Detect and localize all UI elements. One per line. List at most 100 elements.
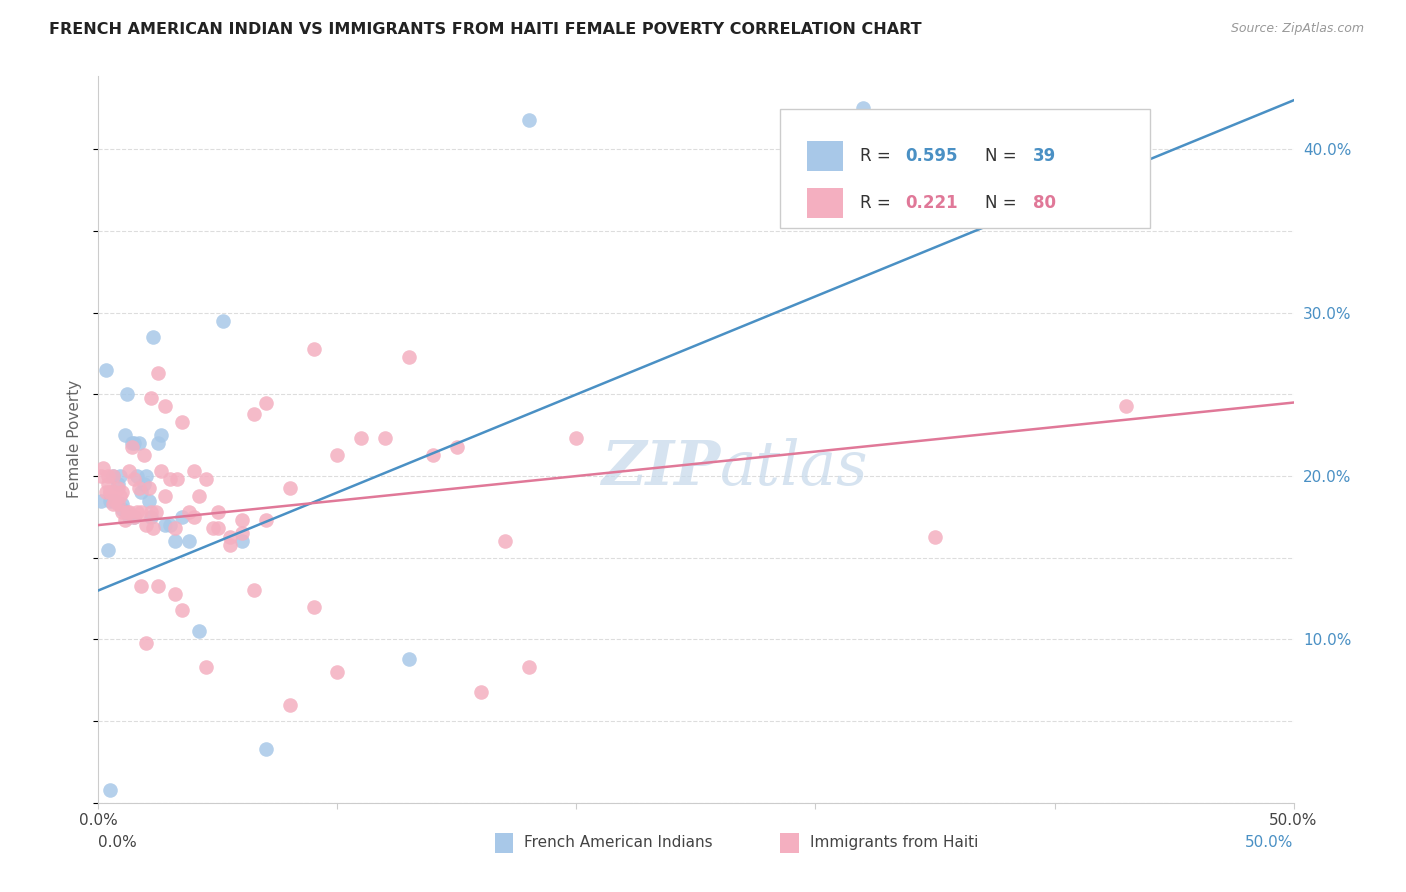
Point — [98, 485, 122, 500]
Point — [118, 509, 141, 524]
Point — [98, 782, 122, 797]
Point — [517, 112, 540, 127]
Point — [155, 518, 177, 533]
Point — [124, 509, 146, 524]
Point — [470, 684, 492, 698]
Point — [278, 698, 301, 712]
Point — [924, 529, 946, 543]
Point — [517, 660, 540, 674]
Bar — [807, 188, 844, 219]
Point — [124, 509, 146, 524]
Point — [139, 509, 162, 524]
Point — [163, 534, 186, 549]
Point — [172, 509, 194, 524]
Point — [121, 436, 143, 450]
Text: Source: ZipAtlas.com: Source: ZipAtlas.com — [1230, 22, 1364, 36]
Point — [163, 587, 186, 601]
Point — [139, 391, 162, 405]
Point — [111, 485, 134, 500]
Point — [90, 493, 112, 508]
Point — [852, 102, 875, 116]
Point — [494, 534, 516, 549]
Y-axis label: Female Poverty: Female Poverty — [67, 380, 83, 499]
Point — [159, 518, 181, 533]
Point — [350, 432, 373, 446]
Text: Immigrants from Haiti: Immigrants from Haiti — [810, 836, 979, 850]
Point — [565, 432, 588, 446]
Point — [207, 505, 229, 519]
Text: 39: 39 — [1033, 147, 1056, 165]
Point — [149, 428, 172, 442]
Text: 50.0%: 50.0% — [1246, 836, 1294, 850]
Point — [254, 742, 277, 756]
Point — [115, 387, 138, 401]
Point — [104, 485, 127, 500]
Point — [98, 485, 122, 500]
Point — [115, 505, 138, 519]
Point — [97, 542, 120, 557]
Point — [172, 603, 194, 617]
Point — [135, 469, 157, 483]
Point — [302, 599, 325, 614]
Point — [128, 481, 150, 495]
Point — [139, 505, 162, 519]
Point — [118, 464, 141, 478]
Point — [326, 448, 349, 462]
Point — [159, 472, 181, 486]
Point — [155, 489, 177, 503]
Point — [118, 505, 141, 519]
Point — [219, 529, 242, 543]
Point — [131, 485, 153, 500]
Point — [398, 652, 420, 666]
Point — [278, 481, 301, 495]
Point — [207, 521, 229, 535]
Point — [187, 489, 209, 503]
Text: 0.221: 0.221 — [905, 194, 957, 212]
Point — [104, 493, 127, 508]
Point — [131, 505, 153, 519]
Text: atlas: atlas — [720, 438, 869, 499]
Text: 80: 80 — [1033, 194, 1056, 212]
Point — [128, 436, 150, 450]
Point — [326, 665, 349, 679]
Point — [104, 493, 127, 508]
Point — [98, 493, 122, 508]
Point — [135, 518, 157, 533]
Point — [124, 472, 146, 486]
Point — [125, 469, 148, 483]
Point — [1115, 399, 1137, 413]
Point — [132, 448, 155, 462]
Point — [231, 526, 253, 541]
Text: French American Indians: French American Indians — [524, 836, 713, 850]
Point — [138, 493, 160, 508]
Point — [101, 497, 124, 511]
Point — [101, 469, 124, 483]
Point — [138, 481, 160, 495]
Point — [202, 521, 225, 535]
Point — [211, 314, 233, 328]
Point — [111, 501, 134, 516]
Point — [91, 461, 114, 475]
Text: FRENCH AMERICAN INDIAN VS IMMIGRANTS FROM HAITI FEMALE POVERTY CORRELATION CHART: FRENCH AMERICAN INDIAN VS IMMIGRANTS FRO… — [49, 22, 922, 37]
Point — [422, 448, 444, 462]
Point — [97, 469, 120, 483]
Point — [149, 464, 172, 478]
Point — [111, 505, 134, 519]
Point — [107, 477, 129, 491]
Point — [124, 436, 146, 450]
Point — [254, 513, 277, 527]
Point — [142, 330, 165, 344]
Text: 0.0%: 0.0% — [98, 836, 138, 850]
Point — [172, 415, 194, 429]
Point — [219, 538, 242, 552]
Point — [374, 432, 396, 446]
Point — [94, 485, 117, 500]
Point — [254, 395, 277, 409]
Point — [302, 342, 325, 356]
Text: ZIP: ZIP — [600, 438, 720, 499]
Point — [398, 350, 420, 364]
Point — [148, 436, 170, 450]
Point — [132, 477, 155, 491]
Point — [145, 505, 167, 519]
Point — [243, 407, 266, 421]
